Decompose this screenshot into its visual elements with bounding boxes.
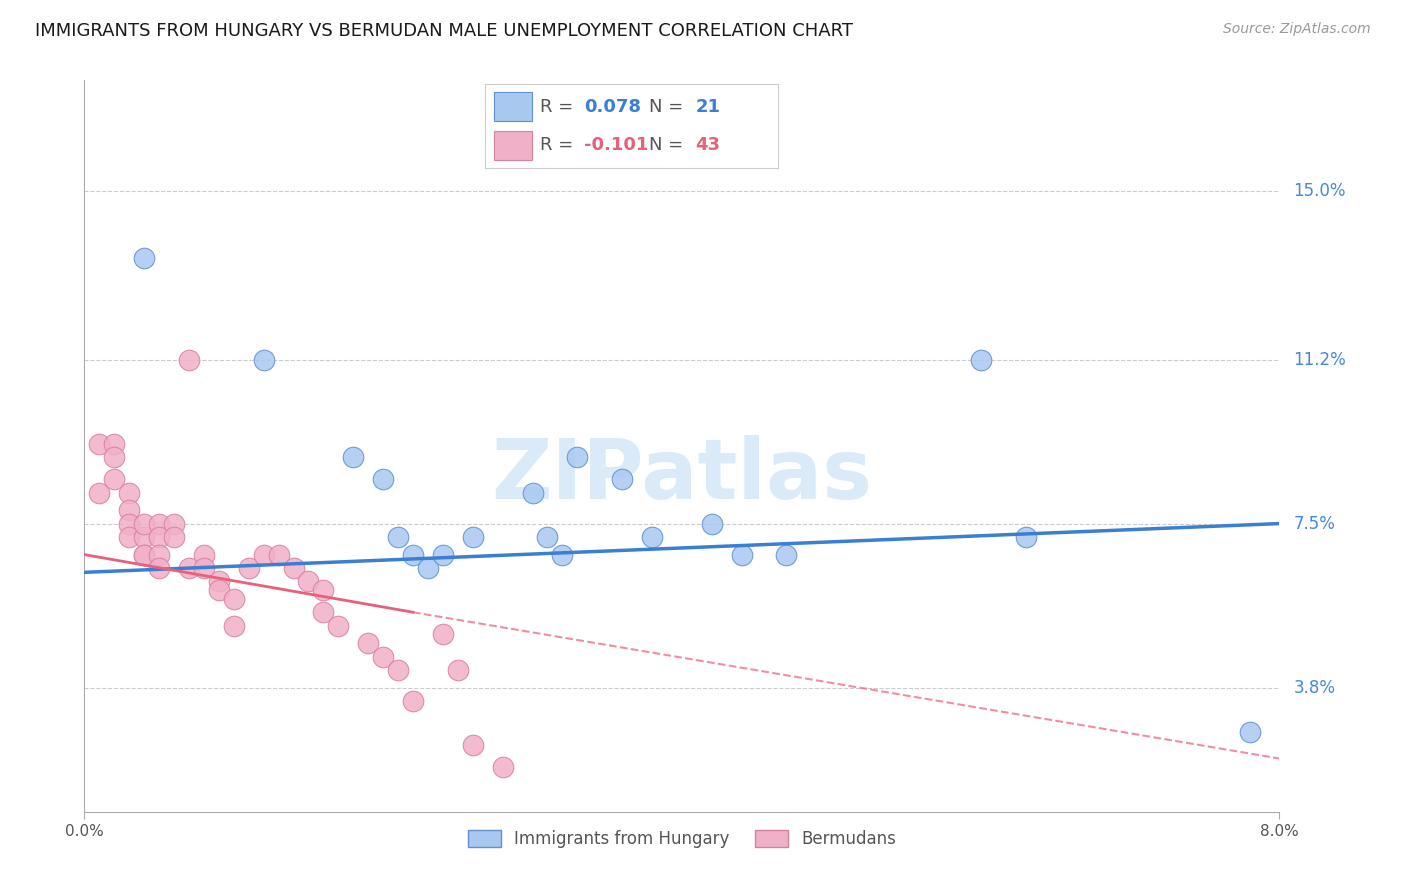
Point <box>193 561 215 575</box>
Point <box>492 760 515 774</box>
Point <box>132 251 156 265</box>
Text: 3.8%: 3.8% <box>1294 679 1336 697</box>
Point <box>536 530 558 544</box>
Point <box>118 530 141 544</box>
Point <box>103 472 125 486</box>
Point <box>193 548 215 562</box>
Point <box>387 663 409 677</box>
Point <box>357 636 380 650</box>
Point <box>132 548 156 562</box>
Text: 15.0%: 15.0% <box>1294 182 1346 200</box>
Point <box>461 530 484 544</box>
Point <box>89 485 111 500</box>
Point <box>163 530 186 544</box>
Point <box>118 516 141 531</box>
Point <box>312 583 335 598</box>
Point <box>148 548 170 562</box>
Point <box>373 649 395 664</box>
Point <box>416 561 439 575</box>
Point <box>731 548 754 562</box>
Point <box>148 516 170 531</box>
Point <box>297 574 319 589</box>
Point <box>641 530 664 544</box>
Point <box>373 472 395 486</box>
Point <box>132 548 156 562</box>
Point <box>612 472 634 486</box>
Point <box>342 450 364 464</box>
Point <box>328 618 350 632</box>
Point <box>775 548 797 562</box>
Point <box>132 530 156 544</box>
Point <box>267 548 290 562</box>
Point <box>567 450 589 464</box>
Point <box>89 437 111 451</box>
Point <box>432 548 454 562</box>
Point <box>253 352 276 367</box>
Point <box>551 548 574 562</box>
Point <box>700 516 723 531</box>
Point <box>132 516 156 531</box>
Point <box>432 627 454 641</box>
Point <box>461 738 484 752</box>
Point <box>312 605 335 619</box>
Point <box>283 561 305 575</box>
Point <box>118 485 141 500</box>
Point <box>148 561 170 575</box>
Point <box>447 663 470 677</box>
Text: 7.5%: 7.5% <box>1294 515 1336 533</box>
Legend: Immigrants from Hungary, Bermudans: Immigrants from Hungary, Bermudans <box>461 823 903 855</box>
Text: IMMIGRANTS FROM HUNGARY VS BERMUDAN MALE UNEMPLOYMENT CORRELATION CHART: IMMIGRANTS FROM HUNGARY VS BERMUDAN MALE… <box>35 22 853 40</box>
Point <box>177 561 200 575</box>
Text: 11.2%: 11.2% <box>1294 351 1346 368</box>
Point <box>148 530 170 544</box>
Point <box>387 530 409 544</box>
Text: Source: ZipAtlas.com: Source: ZipAtlas.com <box>1223 22 1371 37</box>
Point <box>522 485 544 500</box>
Point <box>103 437 125 451</box>
Point <box>222 591 245 606</box>
Point <box>238 561 260 575</box>
Point <box>970 352 993 367</box>
Point <box>208 583 231 598</box>
Point <box>177 352 200 367</box>
Point <box>103 450 125 464</box>
Point <box>1239 725 1261 739</box>
Point <box>118 503 141 517</box>
Text: ZIPatlas: ZIPatlas <box>492 434 872 516</box>
Point <box>1014 530 1036 544</box>
Point <box>163 516 186 531</box>
Point <box>402 694 425 708</box>
Point <box>253 548 276 562</box>
Point <box>208 574 231 589</box>
Point <box>222 618 245 632</box>
Point <box>402 548 425 562</box>
